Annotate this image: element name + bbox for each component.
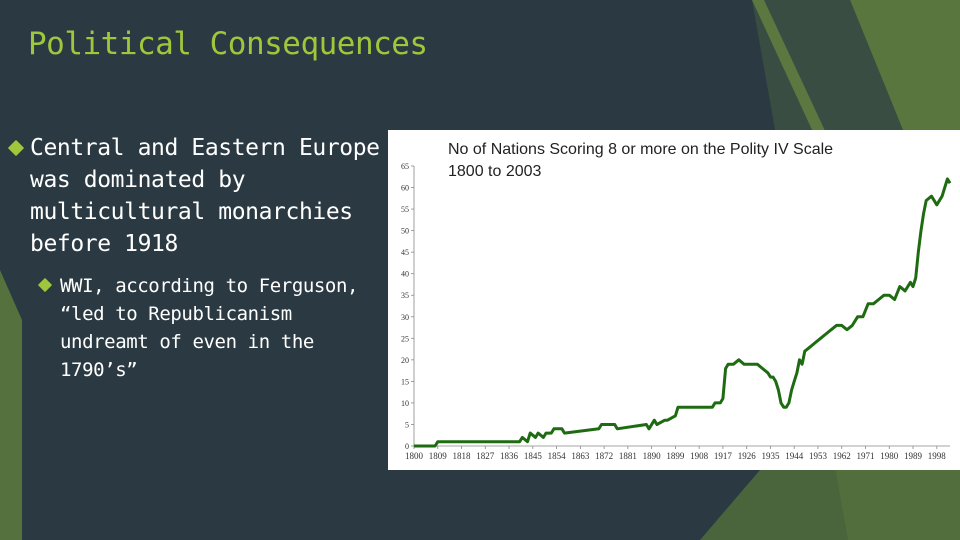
y-tick-label: 35 [401, 291, 409, 300]
x-axis-ticks: 1800 1809 1818 1827 1836 1845 1854 1863 1872 1881… [405, 446, 946, 461]
y-tick-label: 65 [401, 162, 409, 171]
x-tick-label: 1845 [524, 451, 543, 461]
chart-panel: No of Nations Scoring 8 or more on the P… [388, 130, 960, 470]
diamond-bullet-icon [7, 139, 25, 157]
y-tick-label: 10 [401, 399, 409, 408]
x-tick-label: 1935 [761, 451, 780, 461]
y-axis-ticks: 0 5 10 15 20 25 30 35 40 45 50 55 60 65 [401, 162, 414, 451]
x-tick-label: 1926 [738, 451, 757, 461]
x-tick-label: 1872 [595, 451, 613, 461]
series-line [414, 177, 952, 448]
y-tick-label: 40 [401, 270, 409, 279]
y-tick-label: 50 [401, 227, 409, 236]
x-tick-label: 1998 [928, 451, 947, 461]
y-tick-label: 60 [401, 184, 409, 193]
bullet-item-level1: Central and Eastern Europe was dominated… [7, 132, 380, 260]
y-tick-label: 25 [401, 334, 409, 343]
slide-title: Political Consequences [28, 26, 428, 62]
y-tick-label: 30 [401, 313, 409, 322]
bullet-text: Central and Eastern Europe was dominated… [30, 135, 380, 257]
x-tick-label: 1809 [429, 451, 448, 461]
deco-left-shape [0, 270, 22, 540]
x-tick-label: 1971 [857, 451, 875, 461]
x-tick-label: 1944 [785, 451, 804, 461]
x-tick-label: 1800 [405, 451, 424, 461]
x-tick-label: 1917 [714, 451, 733, 461]
x-tick-label: 1836 [500, 451, 519, 461]
x-tick-label: 1953 [809, 451, 828, 461]
x-tick-label: 1881 [619, 451, 637, 461]
bullet-list: Central and Eastern Europe was dominated… [7, 132, 380, 384]
diamond-bullet-icon [37, 277, 53, 293]
bullet-item-level2: WWI, according to Ferguson, “led to Repu… [37, 272, 380, 384]
y-tick-label: 45 [401, 248, 409, 257]
x-tick-label: 1908 [690, 451, 709, 461]
x-tick-label: 1818 [453, 451, 472, 461]
y-tick-label: 15 [401, 377, 409, 386]
y-tick-label: 5 [405, 420, 409, 429]
x-tick-label: 1854 [548, 451, 567, 461]
bullet-text: WWI, according to Ferguson, “led to Repu… [60, 275, 359, 381]
x-tick-label: 1989 [904, 451, 923, 461]
chart-subtitle: 1800 to 2003 [448, 163, 542, 180]
deco-bottom-shape [700, 470, 960, 540]
y-tick-label: 20 [401, 356, 409, 365]
x-tick-label: 1980 [880, 451, 899, 461]
line-chart: No of Nations Scoring 8 or more on the P… [401, 141, 952, 461]
x-tick-label: 1863 [571, 451, 590, 461]
x-tick-label: 1899 [666, 451, 685, 461]
y-tick-label: 0 [405, 442, 409, 451]
chart-title: No of Nations Scoring 8 or more on the P… [448, 141, 833, 158]
x-tick-label: 1890 [643, 451, 662, 461]
x-tick-label: 1962 [833, 451, 851, 461]
x-tick-label: 1827 [476, 451, 495, 461]
y-tick-label: 55 [401, 205, 409, 214]
